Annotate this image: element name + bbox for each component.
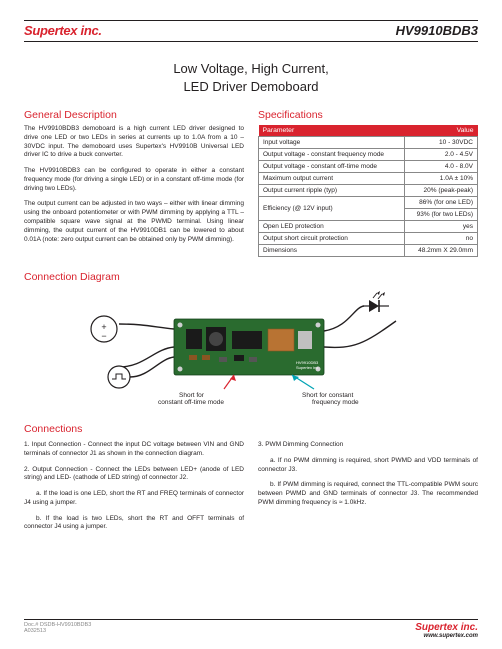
conn-p2: 2. Output Connection - Connect the LEDs … bbox=[24, 466, 244, 484]
general-description-heading: General Description bbox=[24, 109, 244, 121]
footer-url: www.supertex.com bbox=[415, 633, 478, 639]
table-row: Output voltage - constant frequency mode… bbox=[259, 149, 478, 161]
page-footer: Doc.# DSDB-HV9910BDB3 A032513 Supertex i… bbox=[24, 619, 478, 639]
diagram-svg: + − HV9910DB3 bbox=[24, 289, 478, 409]
conn-p2b: b. If the load is two LEDs, short the RT… bbox=[24, 515, 244, 533]
table-row: Efficiency (@ 12V input)86% (for one LED… bbox=[259, 197, 478, 209]
table-row: Output current ripple (typ)20% (peak-pea… bbox=[259, 185, 478, 197]
conn-p3: 3. PWM Dimming Connection bbox=[258, 441, 478, 450]
gd-para-3: The output current can be adjusted in tw… bbox=[24, 200, 244, 244]
table-row: Output voltage - constant off-time mode4… bbox=[259, 161, 478, 173]
table-row: Maximum output current1.0A ± 10% bbox=[259, 173, 478, 185]
svg-text:frequency mode: frequency mode bbox=[312, 399, 359, 406]
top-rule bbox=[24, 20, 478, 21]
conn-p3a: a. If no PWM dimming is required, short … bbox=[258, 457, 478, 475]
gd-para-1: The HV9910BDB3 demoboard is a high curre… bbox=[24, 125, 244, 160]
table-row: Open LED protectionyes bbox=[259, 221, 478, 233]
footer-rev: A032513 bbox=[24, 628, 91, 634]
conn-p2a: a. If the load is one LED, short the RT … bbox=[24, 490, 244, 508]
specifications-table: Parameter Value Input voltage10 - 30VDC … bbox=[258, 125, 478, 257]
svg-text:constant off-time mode: constant off-time mode bbox=[158, 399, 224, 406]
connections-heading: Connections bbox=[24, 423, 478, 435]
table-row: Output short circuit protectionno bbox=[259, 233, 478, 245]
page-title: Low Voltage, High Current, LED Driver De… bbox=[24, 60, 478, 95]
gd-para-2: The HV9910BDB3 can be configured to oper… bbox=[24, 167, 244, 193]
svg-text:−: − bbox=[101, 331, 106, 341]
svg-text:Supertex inc: Supertex inc bbox=[296, 365, 318, 370]
callout-off-time: Short for bbox=[179, 392, 205, 399]
part-number: HV9910BDB3 bbox=[396, 23, 478, 38]
table-row: Dimensions48.2mm X 29.0mm bbox=[259, 245, 478, 257]
conn-p1: 1. Input Connection - Connect the input … bbox=[24, 441, 244, 459]
spec-header-value: Value bbox=[404, 125, 477, 137]
connection-diagram-heading: Connection Diagram bbox=[24, 271, 478, 283]
title-line-1: Low Voltage, High Current, bbox=[24, 60, 478, 78]
title-line-2: LED Driver Demoboard bbox=[24, 78, 478, 96]
callout-freq: Short for constant bbox=[302, 392, 353, 399]
spec-header-param: Parameter bbox=[259, 125, 405, 137]
footer-logo: Supertex inc. bbox=[415, 622, 478, 633]
company-logo: Supertex inc. bbox=[24, 23, 102, 38]
conn-p3b: b. If PWM dimming is required, connect t… bbox=[258, 481, 478, 507]
table-row: Input voltage10 - 30VDC bbox=[259, 137, 478, 149]
connection-diagram: + − HV9910DB3 bbox=[24, 289, 478, 409]
specifications-heading: Specifications bbox=[258, 109, 478, 121]
header-bar: Supertex inc. HV9910BDB3 bbox=[24, 23, 478, 42]
